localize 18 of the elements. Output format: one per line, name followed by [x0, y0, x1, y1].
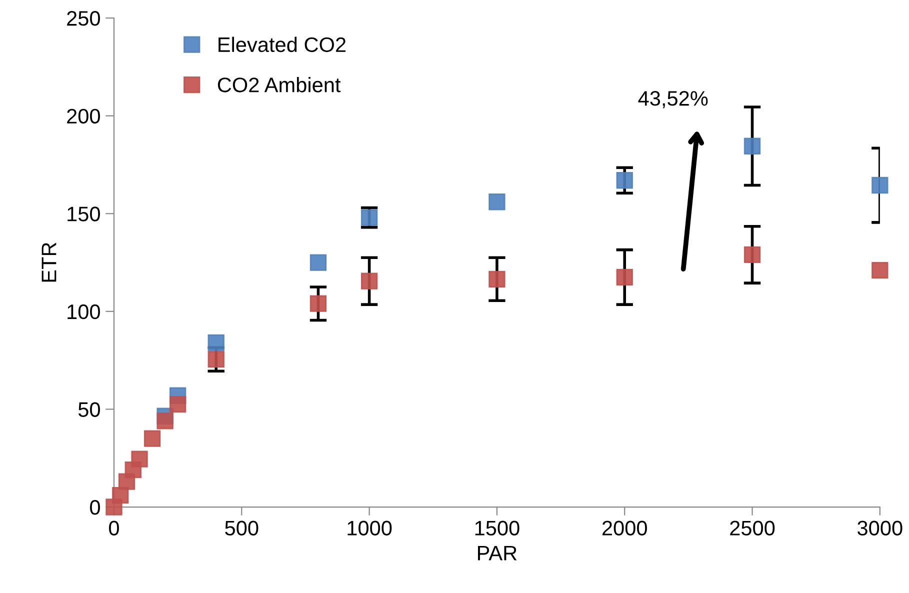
- y-tick-label: 0: [90, 500, 100, 515]
- annotation: 43,52%: [638, 91, 708, 108]
- x-tick-label: 500: [225, 520, 258, 536]
- x-tick-label: 3000: [858, 520, 902, 536]
- y-tick-label: 250: [67, 11, 100, 26]
- y-tick-label: 50: [78, 402, 100, 417]
- x-tick-label: 0: [109, 520, 119, 536]
- x-tick-label: 2000: [602, 520, 647, 536]
- x-tick-label: 2500: [730, 520, 775, 536]
- y-tick-label: 200: [67, 108, 100, 124]
- x-axis-title: PAR: [478, 546, 517, 560]
- y-tick-label: 150: [68, 206, 100, 222]
- legend-label: Elevated CO2: [218, 36, 346, 52]
- y-axis-title: ETR: [42, 242, 56, 282]
- legend-label: CO2 Ambient: [218, 77, 341, 92]
- x-tick-label: 1000: [348, 520, 392, 536]
- y-tick-label: 100: [68, 304, 100, 320]
- x-tick-label: 1500: [475, 520, 520, 536]
